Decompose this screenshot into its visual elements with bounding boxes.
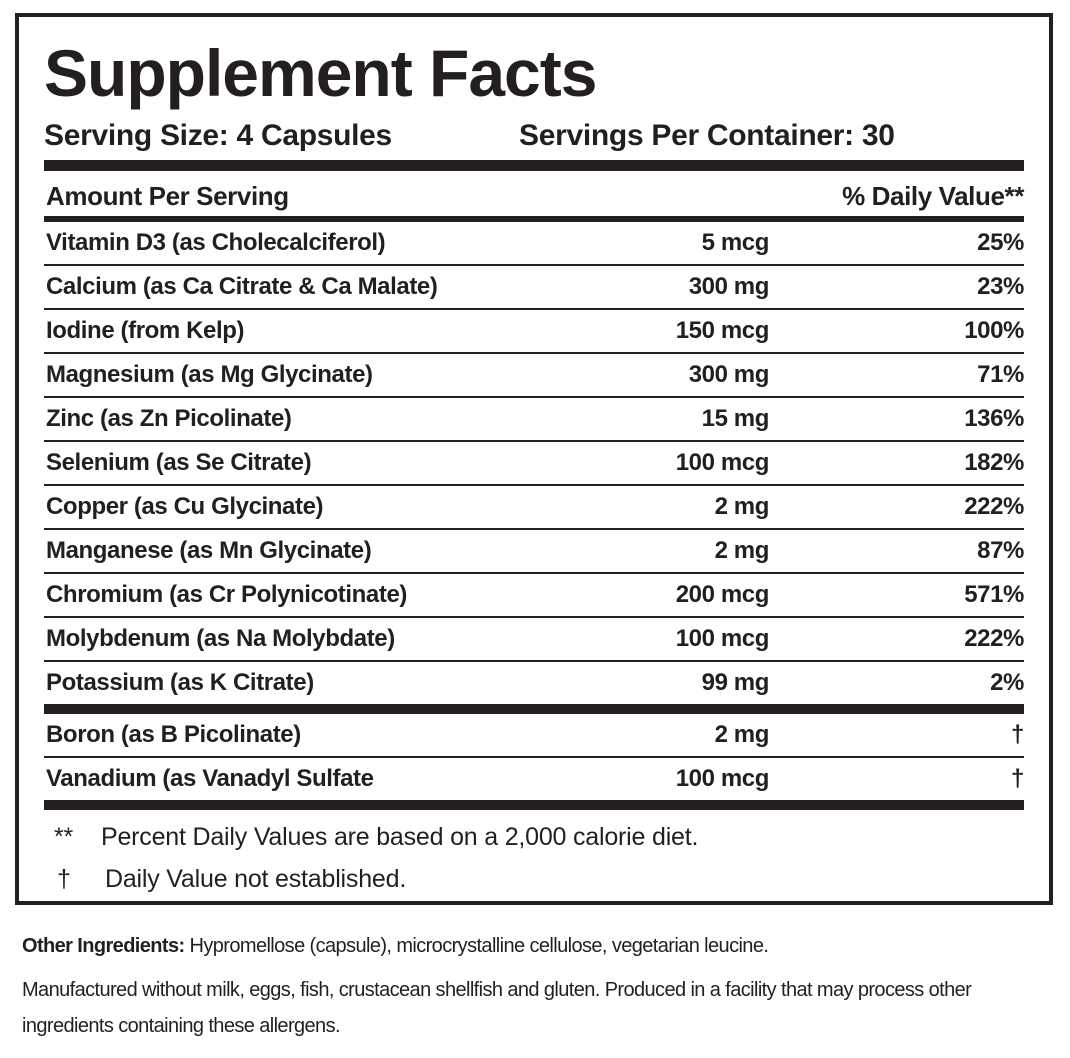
nutrient-amount: 99 mg	[701, 669, 770, 696]
daily-value: 2%	[990, 669, 1024, 696]
daily-value: 25%	[977, 229, 1024, 256]
other-ingredients-label: Other Ingredients:	[22, 935, 185, 957]
nutrient-amount: 150 mcg	[675, 317, 770, 344]
nutrient-name: Copper (as Cu Glycinate)	[46, 493, 324, 520]
daily-value: 182%	[964, 449, 1024, 476]
divider	[44, 756, 1024, 758]
daily-value: 136%	[964, 405, 1024, 432]
divider	[44, 704, 1024, 714]
title: Supplement Facts	[44, 36, 597, 110]
nutrient-row: Zinc (as Zn Picolinate) 15 mg 136%	[44, 398, 1024, 440]
ingredients: Other Ingredients: Hypromellose (capsule…	[22, 928, 1062, 1044]
nutrient-amount: 2 mg	[714, 721, 770, 748]
divider	[44, 160, 1024, 171]
column-label: % Daily Value**	[842, 181, 1024, 211]
divider	[44, 352, 1024, 354]
divider	[44, 572, 1024, 574]
divider	[44, 440, 1024, 442]
nutrient-name: Vitamin D3 (as Cholecalciferol)	[46, 229, 386, 256]
nutrient-amount: 100 mcg	[675, 765, 770, 792]
column-header: Amount Per Serving % Daily Value**	[44, 175, 1024, 217]
divider	[44, 616, 1024, 618]
nutrient-name: Selenium (as Se Citrate)	[46, 449, 312, 476]
footnote-text: Daily Value not established.	[105, 865, 407, 893]
nutrient-row: Iodine (from Kelp) 150 mcg 100%	[44, 310, 1024, 352]
footnote-symbol: †	[57, 865, 71, 893]
nutrient-amount: 300 mg	[688, 361, 770, 388]
footnote-text: Percent Daily Values are based on a 2,00…	[101, 823, 699, 851]
nutrient-name: Iodine (from Kelp)	[46, 317, 245, 344]
divider	[44, 396, 1024, 398]
daily-value: †	[1011, 765, 1024, 792]
nutrient-row: Chromium (as Cr Polynicotinate) 200 mcg 57…	[44, 574, 1024, 616]
nutrient-row: Vanadium (as Vanadyl Sulfate 100 mcg †	[44, 758, 1024, 800]
nutrient-amount: 200 mcg	[675, 581, 770, 608]
nutrient-name: Chromium (as Cr Polynicotinate)	[46, 581, 407, 608]
servings-per-container: Servings Per Container: 30	[519, 119, 895, 152]
divider	[44, 800, 1024, 810]
nutrient-row: Calcium (as Ca Citrate & Ca Malate) 300 m…	[44, 266, 1024, 308]
nutrient-amount: 5 mcg	[701, 229, 770, 256]
nutrient-row: Vitamin D3 (as Cholecalciferol) 5 mcg 25%	[44, 222, 1024, 264]
daily-value: 100%	[964, 317, 1024, 344]
divider	[44, 308, 1024, 310]
nutrient-row: Potassium (as K Citrate) 99 mg 2%	[44, 662, 1024, 704]
daily-value: †	[1011, 721, 1024, 748]
nutrient-amount: 300 mg	[688, 273, 770, 300]
daily-value: 222%	[964, 625, 1024, 652]
daily-value: 222%	[964, 493, 1024, 520]
column-label: Amount Per Serving	[46, 181, 289, 211]
daily-value: 23%	[977, 273, 1024, 300]
nutrient-name: Calcium (as Ca Citrate & Ca Malate)	[46, 273, 438, 300]
divider	[44, 528, 1024, 530]
nutrient-name: Potassium (as K Citrate)	[46, 669, 314, 696]
allergen-statement: Manufactured without milk, eggs, fish, c…	[22, 979, 972, 1037]
nutrient-row: Copper (as Cu Glycinate) 2 mg 222%	[44, 486, 1024, 528]
nutrient-row: Selenium (as Se Citrate) 100 mcg 182%	[44, 442, 1024, 484]
nutrient-amount: 100 mcg	[675, 449, 770, 476]
divider	[44, 484, 1024, 486]
nutrient-name: Molybdenum (as Na Molybdate)	[46, 625, 395, 652]
footnote-symbol: **	[54, 823, 74, 851]
nutrient-row: Boron (as B Picolinate) 2 mg †	[44, 714, 1024, 756]
nutrient-row: Magnesium (as Mg Glycinate) 300 mg 71%	[44, 354, 1024, 396]
nutrient-amount: 15 mg	[701, 405, 770, 432]
divider	[44, 264, 1024, 266]
divider	[44, 660, 1024, 662]
nutrient-row: Molybdenum (as Na Molybdate) 100 mcg 222%	[44, 618, 1024, 660]
nutrient-amount: 2 mg	[714, 493, 770, 520]
nutrient-amount: 2 mg	[714, 537, 770, 564]
nutrient-name: Zinc (as Zn Picolinate)	[46, 405, 292, 432]
facts-panel: Supplement Facts Serving Size: 4 Capsule…	[15, 13, 1053, 905]
daily-value: 87%	[977, 537, 1024, 564]
nutrient-name: Boron (as B Picolinate)	[46, 721, 301, 748]
serving-size: Serving Size: 4 Capsules	[44, 119, 392, 152]
nutrient-name: Vanadium (as Vanadyl Sulfate	[46, 765, 374, 792]
divider	[44, 216, 1024, 222]
nutrient-name: Magnesium (as Mg Glycinate)	[46, 361, 373, 388]
daily-value: 571%	[964, 581, 1024, 608]
other-ingredients-text: Hypromellose (capsule), microcrystalline…	[189, 935, 769, 957]
daily-value: 71%	[977, 361, 1024, 388]
nutrient-amount: 100 mcg	[675, 625, 770, 652]
nutrient-name: Manganese (as Mn Glycinate)	[46, 537, 372, 564]
nutrient-row: Manganese (as Mn Glycinate) 2 mg 87%	[44, 530, 1024, 572]
